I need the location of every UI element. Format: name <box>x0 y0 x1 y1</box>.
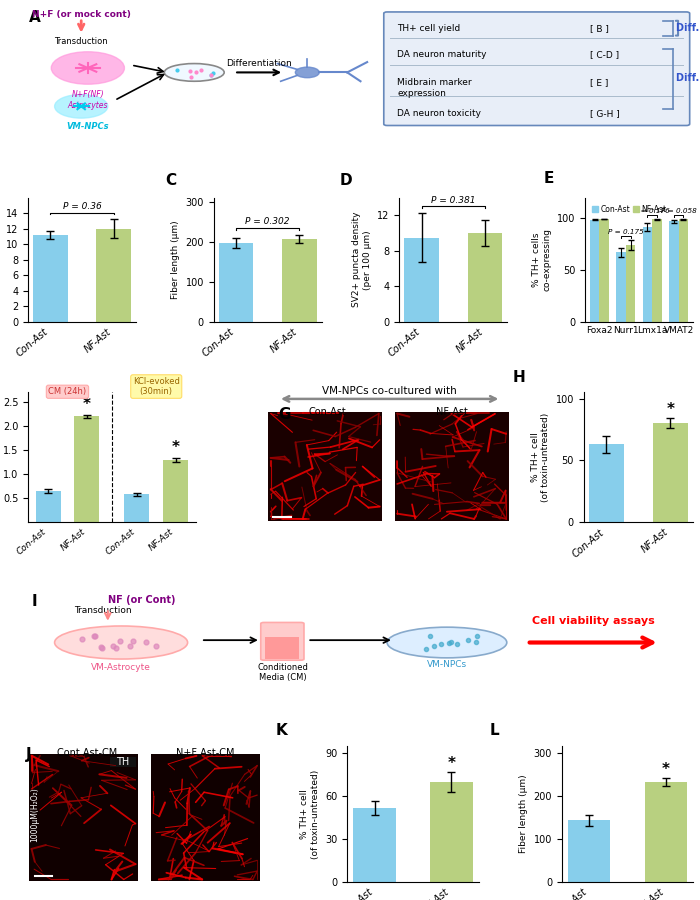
Ellipse shape <box>55 626 188 659</box>
Text: TH+ cell yield: TH+ cell yield <box>397 23 461 32</box>
Bar <box>163 460 188 522</box>
Text: E: E <box>544 171 554 186</box>
Text: J: J <box>26 747 32 762</box>
Y-axis label: % TH+ cell
(of toxin-untreated): % TH+ cell (of toxin-untreated) <box>300 770 320 859</box>
Circle shape <box>51 52 125 85</box>
Text: N+F Ast-CM: N+F Ast-CM <box>176 748 234 758</box>
Text: Transduction: Transduction <box>55 37 108 46</box>
Text: P = 0.176: P = 0.176 <box>634 208 670 214</box>
Bar <box>590 220 599 321</box>
Text: VM-NPCs: VM-NPCs <box>66 122 109 130</box>
Y-axis label: SV2+ puncta density
(per 100 μm): SV2+ puncta density (per 100 μm) <box>352 212 372 308</box>
Text: Conditioned
Media (CM): Conditioned Media (CM) <box>258 662 308 682</box>
Bar <box>74 417 99 522</box>
Text: P = 0.175: P = 0.175 <box>608 230 644 236</box>
Text: [ B ]: [ B ] <box>590 23 609 32</box>
Text: VM-NPCs co-cultured with: VM-NPCs co-cultured with <box>322 386 457 397</box>
Text: KCl-evoked
(30min): KCl-evoked (30min) <box>133 377 180 396</box>
Text: H: H <box>512 370 525 385</box>
Bar <box>218 243 253 321</box>
Bar <box>626 245 636 321</box>
Text: *: * <box>83 397 91 412</box>
Text: P = 0.381: P = 0.381 <box>431 195 475 204</box>
Y-axis label: Fiber length (μm): Fiber length (μm) <box>519 775 528 853</box>
Text: VM-Astrocyte: VM-Astrocyte <box>91 662 151 671</box>
Text: N+F(NF)
Astrocytes: N+F(NF) Astrocytes <box>68 90 108 110</box>
FancyBboxPatch shape <box>265 637 300 659</box>
Text: I: I <box>32 594 37 609</box>
FancyBboxPatch shape <box>110 757 136 767</box>
Text: CM (24h): CM (24h) <box>48 387 87 396</box>
Text: NF-Ast: NF-Ast <box>435 407 468 417</box>
Text: D: D <box>340 174 353 188</box>
Ellipse shape <box>164 64 224 81</box>
Circle shape <box>55 94 108 118</box>
Bar <box>645 782 687 882</box>
Text: [ E ]: [ E ] <box>590 78 608 87</box>
Text: L: L <box>489 724 499 739</box>
FancyBboxPatch shape <box>29 754 138 881</box>
FancyBboxPatch shape <box>395 412 509 520</box>
Circle shape <box>295 68 319 77</box>
Y-axis label: Fiber length (μm): Fiber length (μm) <box>171 220 180 299</box>
Bar <box>669 221 678 321</box>
Bar <box>33 235 68 321</box>
Bar <box>568 821 610 882</box>
Text: P = 0.058: P = 0.058 <box>661 208 696 214</box>
Bar <box>354 807 395 882</box>
Text: [ G-H ]: [ G-H ] <box>590 109 620 118</box>
Bar <box>643 227 652 321</box>
Text: Midbrain marker
expression: Midbrain marker expression <box>397 78 472 98</box>
Text: Diff. 6: Diff. 6 <box>676 23 700 33</box>
Text: [ C-D ]: [ C-D ] <box>590 50 619 59</box>
Text: K: K <box>275 724 287 739</box>
Bar <box>678 220 688 321</box>
Text: A: A <box>29 11 41 25</box>
Bar <box>589 445 624 522</box>
Text: P = 0.302: P = 0.302 <box>246 218 290 227</box>
Text: 1000μM(H₂O₂): 1000μM(H₂O₂) <box>31 787 40 842</box>
Text: G: G <box>278 407 290 422</box>
Text: N+F (or mock cont): N+F (or mock cont) <box>32 11 131 20</box>
Text: *: * <box>662 762 670 777</box>
Bar <box>616 253 626 321</box>
FancyBboxPatch shape <box>384 12 690 125</box>
Text: C: C <box>165 174 176 188</box>
Text: Cell viability assays: Cell viability assays <box>532 616 654 626</box>
Bar <box>36 491 61 522</box>
Bar <box>652 220 662 321</box>
Bar <box>599 219 609 321</box>
Y-axis label: % TH+ cell
(of toxin-untreated): % TH+ cell (of toxin-untreated) <box>531 413 550 502</box>
Text: Cont Ast-CM: Cont Ast-CM <box>57 748 117 758</box>
Bar <box>468 233 503 321</box>
Bar <box>282 238 316 321</box>
Text: Differentiation: Differentiation <box>227 59 293 68</box>
Legend: Con-Ast, NF-Ast: Con-Ast, NF-Ast <box>589 202 670 217</box>
Y-axis label: % TH+ cells
co-expressing: % TH+ cells co-expressing <box>532 229 552 292</box>
Bar <box>430 782 473 882</box>
Text: Transduction: Transduction <box>74 606 132 615</box>
FancyBboxPatch shape <box>150 754 260 881</box>
Text: Con-Ast: Con-Ast <box>309 407 346 417</box>
Text: Diff. 12: Diff. 12 <box>676 73 700 84</box>
Text: DA neuron maturity: DA neuron maturity <box>397 50 486 59</box>
Bar <box>652 423 688 522</box>
FancyBboxPatch shape <box>268 412 382 520</box>
Bar <box>405 238 439 321</box>
Text: *: * <box>172 440 179 455</box>
Text: P = 0.36: P = 0.36 <box>62 202 102 211</box>
Text: *: * <box>447 756 456 770</box>
Text: NF (or Cont): NF (or Cont) <box>108 595 175 606</box>
Text: *: * <box>666 402 674 417</box>
Bar <box>125 494 150 522</box>
FancyBboxPatch shape <box>260 623 304 661</box>
Text: VM-NPCs: VM-NPCs <box>427 660 467 669</box>
Text: DA neuron toxicity: DA neuron toxicity <box>397 109 481 118</box>
Bar <box>96 229 131 321</box>
Text: TH: TH <box>116 757 130 767</box>
Ellipse shape <box>387 627 507 658</box>
